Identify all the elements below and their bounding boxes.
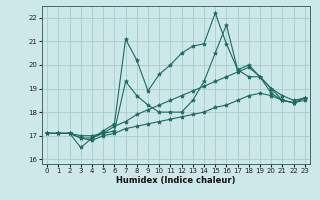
X-axis label: Humidex (Indice chaleur): Humidex (Indice chaleur) (116, 176, 236, 185)
